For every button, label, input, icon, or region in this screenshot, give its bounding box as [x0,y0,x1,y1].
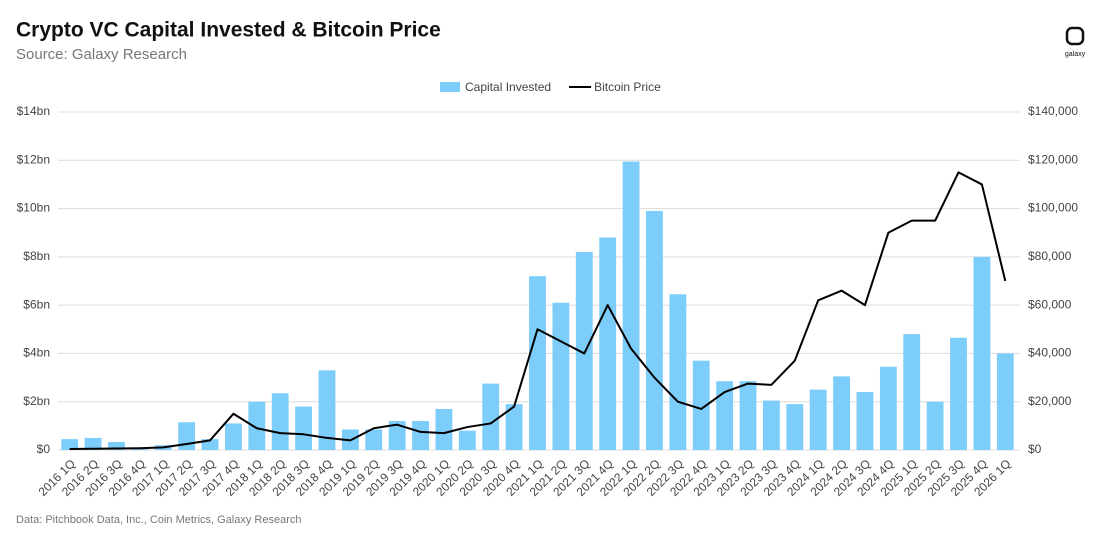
bar [529,276,546,450]
y-tick-label: $2bn [23,394,50,408]
bar [412,421,429,450]
y-tick-label: $10bn [17,201,50,215]
bar [926,401,944,450]
y-tick-label: $6bn [23,297,50,311]
y2-tick-label: $20,000 [1028,394,1072,408]
chart-title: Crypto VC Capital Invested & Bitcoin Pri… [16,19,441,42]
y-tick-label: $14bn [17,104,50,118]
bar [178,422,196,450]
bar [950,337,967,450]
y2-tick-label: $140,000 [1028,104,1078,118]
bar [84,437,102,450]
bar [435,408,453,450]
bar [856,392,874,450]
bar [248,401,266,450]
logo: galaxy [1065,26,1086,58]
bar [61,439,79,450]
chart-subtitle: Source: Galaxy Research [16,46,187,63]
line [69,171,1007,451]
bar [903,334,921,450]
bar [692,360,710,450]
bar [622,161,640,450]
bar [482,383,500,450]
y-tick-label: $12bn [17,152,50,166]
bar [575,252,593,450]
bar [646,210,663,450]
bar [318,370,336,450]
y-tick-label: $4bn [23,346,50,360]
y2-tick-label: $80,000 [1028,249,1072,263]
bar [599,237,617,450]
bar [225,423,242,450]
legend-swatch [440,82,460,92]
y2-tick-label: $60,000 [1028,297,1072,311]
bar [669,294,687,450]
bar [505,404,523,450]
y2-tick-label: $100,000 [1028,201,1078,215]
source-note: Data: Pitchbook Data, Inc., Coin Metrics… [16,514,302,526]
bar [809,389,827,450]
y2-tick-label: $120,000 [1028,152,1078,166]
bar [271,393,289,450]
bar [879,366,897,450]
y2-tick-label: $40,000 [1028,346,1072,360]
bar [996,353,1014,450]
bar [108,442,125,450]
legend-label: Bitcoin Price [594,80,661,94]
bar [786,404,804,450]
bar [365,429,383,450]
bar [552,302,570,450]
bar [388,421,406,450]
y-tick-label: $0 [37,442,51,456]
bar [973,256,991,450]
bar [739,381,757,450]
bar [716,381,734,450]
bar [833,376,850,450]
logo-icon [1065,26,1085,46]
bar [458,430,476,450]
bar [762,400,780,450]
logo-text: galaxy [1065,51,1086,58]
y-tick-label: $8bn [23,249,50,263]
y2-tick-label: $0 [1028,442,1042,456]
legend-label: Capital Invested [465,80,551,94]
bar [201,439,219,450]
bar [295,406,313,450]
